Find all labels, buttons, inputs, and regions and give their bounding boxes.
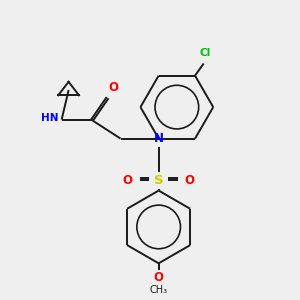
Text: O: O: [154, 271, 164, 284]
Text: CH₃: CH₃: [150, 285, 168, 295]
Text: Cl: Cl: [200, 48, 211, 58]
Text: O: O: [184, 174, 195, 187]
Text: O: O: [123, 174, 133, 187]
Text: HN: HN: [41, 113, 59, 123]
Text: N: N: [154, 132, 164, 145]
Text: S: S: [154, 174, 164, 187]
Text: O: O: [108, 81, 118, 94]
